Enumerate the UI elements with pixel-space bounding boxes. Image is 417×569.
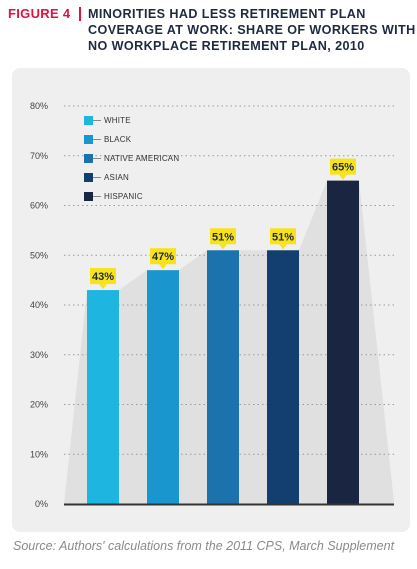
y-tick-label: 80% [30,101,48,111]
legend-label: WHITE [104,116,131,125]
bar [87,290,119,504]
source-note: Source: Authors' calculations from the 2… [13,539,395,553]
value-label-pointer [99,284,107,290]
bar [327,180,359,504]
bar [207,250,239,504]
value-label-box [150,248,176,265]
y-tick-label: 60% [30,201,48,211]
value-label-box [90,268,116,285]
y-tick-label: 40% [30,300,48,310]
legend-swatch [84,154,93,163]
bar-chart: 0% 10% 20% 30% 40% 50% 60% 70% 80% 43% 47% 51% 51% 65… [30,101,394,509]
legend-label: HISPANIC [104,192,143,201]
value-label: 47% [152,251,174,263]
value-label: 43% [92,271,114,283]
value-label-box [270,228,296,245]
figure-label: FIGURE 4 [8,6,71,21]
value-label-box [330,158,356,175]
value-label-pointer [219,244,227,250]
legend-connector [93,139,101,140]
legend-label: ASIAN [104,173,130,182]
value-label-pointer [339,174,347,180]
bar [267,250,299,504]
legend-connector [93,158,101,159]
legend-swatch [84,116,93,125]
legend-label: NATIVE AMERICAN [104,154,180,163]
y-tick-label: 30% [30,350,48,360]
y-tick-label: 50% [30,250,48,260]
legend-swatch [84,135,93,144]
value-label-pointer [159,264,167,270]
bar [147,270,179,504]
value-label-box [210,228,236,245]
legend-connector [93,177,101,178]
figure-divider [79,7,81,21]
legend-swatch [84,192,93,201]
value-label: 51% [212,231,234,243]
value-label: 51% [272,231,294,243]
value-label-pointer [279,244,287,250]
legend-connector [93,120,101,121]
legend-connector [93,196,101,197]
value-label: 65% [332,162,354,174]
y-tick-label: 0% [35,499,48,509]
y-tick-label: 70% [30,151,48,161]
legend-label: BLACK [104,135,132,144]
y-tick-label: 20% [30,400,48,410]
legend-swatch [84,173,93,182]
chart-title: MINORITIES HAD LESS RETIREMENT PLAN COVE… [88,7,416,53]
y-tick-label: 10% [30,449,48,459]
